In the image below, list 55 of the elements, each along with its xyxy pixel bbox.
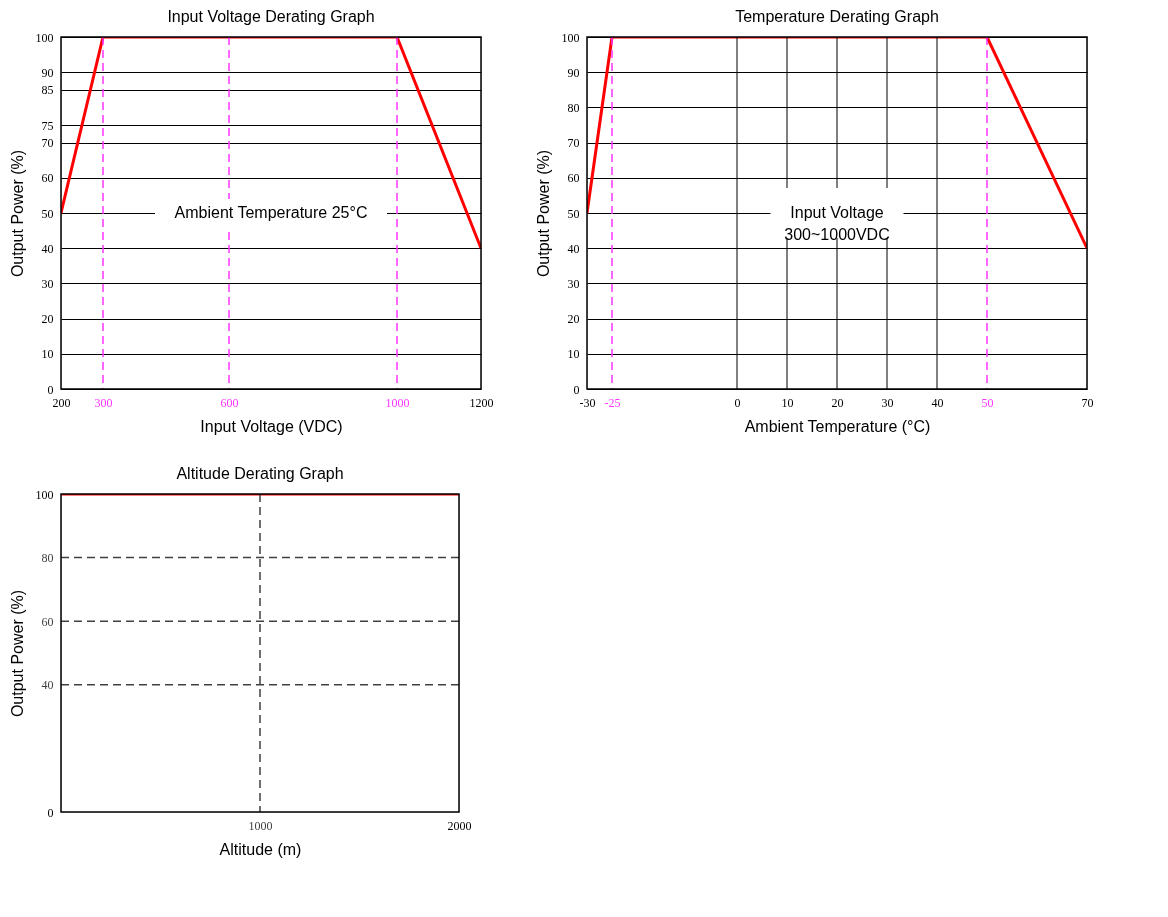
annotation: Ambient Temperature 25°C [174,204,368,221]
y-axis-title: Output Power (%) [8,589,26,718]
y-tick-label: 90 [41,65,54,80]
y-tick-label: 40 [567,241,580,256]
x-tick-label: 20 [831,395,844,410]
x-tick-label: 300 [94,395,113,410]
y-tick-label: 40 [41,678,54,693]
y-tick-label: 85 [41,83,54,98]
x-tick-label: -25 [604,395,621,410]
y-tick-label: 10 [567,347,580,362]
y-tick-label: 60 [41,171,54,186]
y-tick-label: 70 [567,136,580,151]
x-tick-label: 200 [52,395,71,410]
x-tick-label: 2000 [447,818,472,833]
x-tick-label: 50 [981,395,994,410]
x-tick-label: 1000 [248,818,273,833]
y-tick-label: 0 [47,805,54,820]
annotation: Input Voltage 300~1000VDC [784,204,890,243]
y-tick-label: 20 [567,312,580,327]
y-tick-label: 20 [41,312,54,327]
y-tick-label: 10 [41,347,54,362]
y-axis-title: Output Power (%) [8,149,26,278]
y-tick-label: 100 [561,30,580,45]
x-tick-label: 1000 [385,395,410,410]
y-tick-label: 0 [573,382,580,397]
x-tick-label: 30 [881,395,894,410]
x-tick-label: 1200 [469,395,494,410]
chart-title: Temperature Derating Graph [735,8,939,25]
y-tick-label: 90 [567,65,580,80]
y-tick-label: 0 [47,382,54,397]
y-tick-label: 30 [567,276,580,291]
x-axis-title: Altitude (m) [219,840,302,858]
x-tick-label: 10 [781,395,794,410]
y-tick-label: 60 [41,614,54,629]
x-tick-label: 600 [220,395,239,410]
x-axis-title: Input Voltage (VDC) [200,417,343,435]
y-tick-label: 30 [41,276,54,291]
y-tick-label: 40 [41,241,54,256]
x-tick-label: 40 [931,395,944,410]
y-tick-label: 50 [567,206,580,221]
y-tick-label: 75 [41,118,54,133]
y-tick-label: 100 [35,487,54,502]
x-tick-label: 0 [734,395,741,410]
x-axis-title: Ambient Temperature (°C) [744,417,931,435]
y-tick-label: 50 [41,206,54,221]
y-tick-label: 80 [41,551,54,566]
y-tick-label: 100 [35,30,54,45]
x-tick-label: 70 [1081,395,1094,410]
y-tick-label: 70 [41,136,54,151]
chart-title: Altitude Derating Graph [176,465,344,482]
y-tick-label: 80 [567,100,580,115]
y-tick-label: 60 [567,171,580,186]
chart-title: Input Voltage Derating Graph [167,8,375,25]
x-tick-label: -30 [579,395,596,410]
y-axis-title: Output Power (%) [534,149,552,278]
